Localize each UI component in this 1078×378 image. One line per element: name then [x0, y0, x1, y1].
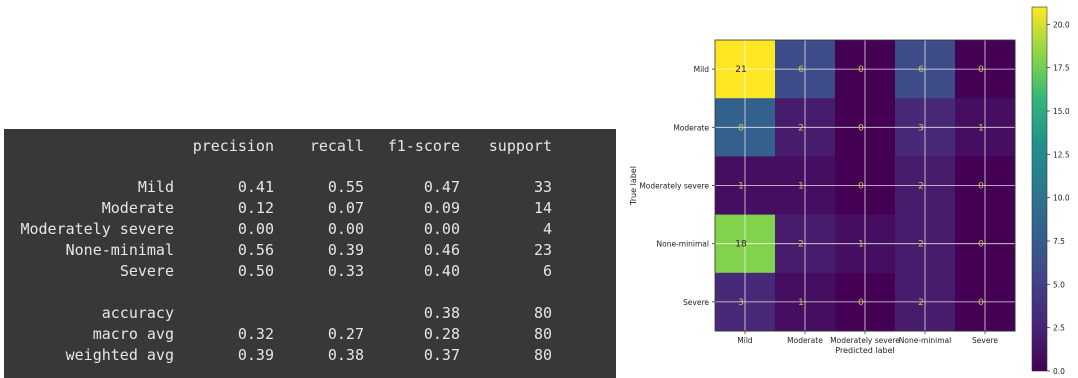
report-row-label: Moderate — [101, 199, 174, 217]
colorbar-tick-label: 20.0 — [1053, 20, 1070, 29]
report-summary-precision: 0.32 — [237, 325, 274, 343]
cell-value-label: 1 — [858, 240, 864, 250]
y-axis-label: True label — [629, 166, 638, 206]
report-summary-recall: 0.38 — [327, 346, 364, 364]
y-tick-label: Moderate — [673, 123, 709, 132]
report-cell-support: 6 — [542, 262, 552, 280]
report-cell-f1: 0.00 — [423, 220, 460, 238]
y-tick-label: Mild — [694, 65, 710, 74]
report-cell-support: 23 — [533, 241, 552, 259]
cell-value-label: 6 — [798, 65, 804, 75]
cell-value-label: 2 — [798, 123, 804, 133]
report-cell-f1: 0.09 — [423, 199, 460, 217]
report-summary-label: weighted avg — [65, 346, 174, 364]
colorbar-tick-label: 5.0 — [1053, 280, 1065, 289]
report-summary-f1: 0.28 — [423, 325, 460, 343]
report-cell-support: 14 — [533, 199, 552, 217]
report-summary-recall: 0.27 — [327, 325, 364, 343]
cell-value-label: 1 — [738, 182, 744, 192]
report-summary-support: 80 — [533, 325, 552, 343]
report-row-label: Severe — [119, 262, 174, 280]
cell-value-label: 1 — [798, 182, 804, 192]
cell-value-label: 1 — [978, 123, 984, 133]
cell-value-label: 3 — [918, 123, 924, 133]
cell-value-label: 2 — [798, 240, 804, 250]
heatmap-frame — [714, 39, 1016, 332]
cell-value-label: 8 — [738, 123, 744, 133]
report-summary-support: 80 — [533, 304, 552, 322]
report-cell-recall: 0.39 — [327, 241, 364, 259]
colorbar-tick-label: 2.5 — [1053, 324, 1065, 333]
cell-value-label: 0 — [978, 182, 984, 192]
cell-value-label: 2 — [918, 182, 924, 192]
report-cell-f1: 0.46 — [423, 241, 460, 259]
x-tick-label: None-minimal — [899, 336, 952, 345]
cell-value-label: 0 — [858, 123, 864, 133]
report-summary-label: accuracy — [101, 304, 174, 322]
report-row-label: None-minimal — [65, 241, 174, 259]
cell-value-label: 1 — [798, 298, 804, 308]
report-cell-precision: 0.12 — [237, 199, 274, 217]
report-summary-precision: 0.39 — [237, 346, 274, 364]
cell-value-label: 0 — [858, 182, 864, 192]
report-summary-f1: 0.37 — [423, 346, 460, 364]
report-header-f1: f1-score — [387, 137, 460, 155]
report-summary-f1: 0.38 — [423, 304, 460, 322]
x-axis-label: Predicted label — [835, 346, 894, 355]
report-cell-recall: 0.33 — [327, 262, 364, 280]
confusion-matrix: 21 6 0 6 0 8 2 0 3 1 1 1 0 2 0 18 2 1 2 0 3 1 0 2 0 Mild Moderate M… — [622, 0, 1078, 378]
report-summary-support: 80 — [533, 346, 552, 364]
report-cell-recall: 0.07 — [327, 199, 364, 217]
colorbar-tick-label: 10.0 — [1053, 194, 1070, 203]
y-tick-label: Moderately severe — [639, 182, 709, 191]
x-tick-label: Mild — [737, 336, 753, 345]
report-cell-precision: 0.41 — [237, 178, 274, 196]
x-tick-label: Moderately severe — [830, 336, 900, 345]
cell-value-label: 18 — [735, 240, 747, 250]
colorbar-tick-label: 17.5 — [1053, 64, 1070, 73]
report-cell-support: 4 — [542, 220, 552, 238]
x-tick-label: Moderate — [787, 336, 823, 345]
cell-value-label: 3 — [738, 298, 744, 308]
y-tick-label: None-minimal — [657, 240, 710, 249]
colorbar-tick-label: 15.0 — [1053, 107, 1070, 116]
colorbar — [1031, 6, 1048, 372]
cell-value-label: 0 — [858, 65, 864, 75]
report-header-precision: precision — [192, 137, 274, 155]
confusion-matrix-svg: 21 6 0 6 08 2 0 3 11 1 0 2 018 2 1 2 03 1 0 2 0MildModerateM… — [629, 6, 1070, 376]
cell-value-label: 2 — [918, 298, 924, 308]
classification-report: precision recall f1-score support Mild 0.41 0.… — [4, 129, 616, 378]
cell-value-label: 0 — [978, 65, 984, 75]
cell-value-label: 0 — [978, 240, 984, 250]
report-row-label: Moderately severe — [20, 220, 174, 238]
report-cell-f1: 0.40 — [423, 262, 460, 280]
cell-value-label: 0 — [858, 298, 864, 308]
report-row-label: Mild — [137, 178, 174, 196]
x-tick-label: Severe — [972, 336, 998, 345]
report-header-recall: recall — [309, 137, 364, 155]
cell-value-label: 2 — [918, 240, 924, 250]
cell-value-label: 6 — [918, 65, 924, 75]
report-header-support: support — [488, 137, 552, 155]
cell-value-label: 21 — [735, 65, 746, 75]
colorbar-tick-label: 7.5 — [1053, 237, 1065, 246]
colorbar-tick-label: 0.0 — [1053, 367, 1065, 376]
report-cell-recall: 0.55 — [327, 178, 364, 196]
y-tick-label: Severe — [683, 298, 709, 307]
report-cell-precision: 0.50 — [237, 262, 274, 280]
cell-value-label: 0 — [978, 298, 984, 308]
report-cell-precision: 0.00 — [237, 220, 274, 238]
report-cell-recall: 0.00 — [327, 220, 364, 238]
colorbar-tick-label: 12.5 — [1053, 150, 1070, 159]
report-cell-precision: 0.56 — [237, 241, 274, 259]
report-cell-support: 33 — [533, 178, 552, 196]
report-cell-f1: 0.47 — [423, 178, 460, 196]
report-summary-label: macro avg — [92, 325, 174, 343]
